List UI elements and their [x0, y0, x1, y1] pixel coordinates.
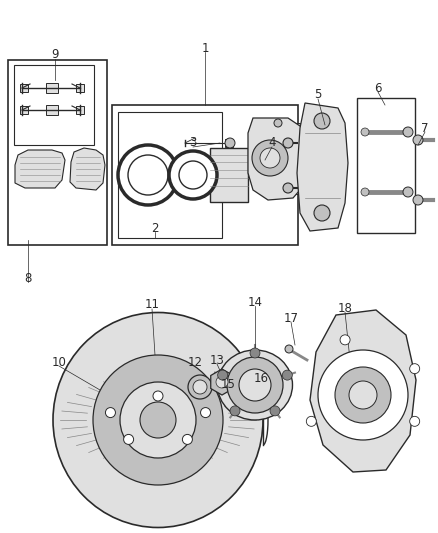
Circle shape [318, 350, 408, 440]
Circle shape [283, 138, 293, 148]
Circle shape [403, 187, 413, 197]
Circle shape [335, 367, 391, 423]
Text: 16: 16 [254, 372, 268, 384]
Text: 5: 5 [314, 88, 321, 101]
Circle shape [188, 375, 212, 399]
Text: 7: 7 [421, 122, 429, 134]
Polygon shape [297, 103, 348, 231]
Circle shape [410, 416, 420, 426]
Circle shape [128, 155, 168, 195]
Text: 6: 6 [374, 82, 382, 94]
Circle shape [403, 127, 413, 137]
Ellipse shape [53, 312, 263, 528]
Circle shape [274, 119, 282, 127]
Text: 18: 18 [338, 302, 353, 314]
Text: 3: 3 [189, 136, 197, 149]
Bar [46, 83, 58, 93]
Bar [20, 106, 28, 114]
Circle shape [227, 357, 283, 413]
Bar [76, 106, 84, 114]
Circle shape [361, 188, 369, 196]
Polygon shape [70, 148, 105, 190]
Circle shape [413, 135, 423, 145]
Circle shape [106, 408, 116, 417]
Bar [112, 105, 298, 245]
Circle shape [93, 355, 223, 485]
Text: 10: 10 [52, 356, 67, 368]
Circle shape [250, 348, 260, 358]
Circle shape [349, 381, 377, 409]
Text: 12: 12 [187, 357, 202, 369]
Ellipse shape [218, 350, 293, 420]
Text: 1: 1 [201, 42, 209, 54]
Circle shape [413, 195, 423, 205]
Circle shape [252, 140, 288, 176]
Circle shape [118, 145, 178, 205]
Circle shape [283, 183, 293, 193]
Text: 13: 13 [209, 353, 224, 367]
Polygon shape [310, 310, 416, 472]
Circle shape [169, 151, 217, 199]
Circle shape [193, 380, 207, 394]
Bar [357, 98, 415, 233]
Polygon shape [248, 118, 308, 200]
Circle shape [230, 406, 240, 416]
Circle shape [283, 370, 292, 380]
Text: 9: 9 [51, 49, 59, 61]
Bar [8, 60, 107, 245]
Circle shape [270, 406, 280, 416]
Text: 14: 14 [247, 295, 262, 309]
Circle shape [153, 391, 163, 401]
Circle shape [314, 205, 330, 221]
Circle shape [179, 161, 207, 189]
Circle shape [124, 434, 134, 445]
Bar [20, 84, 28, 92]
Text: 17: 17 [283, 311, 299, 325]
Polygon shape [15, 150, 65, 188]
Circle shape [225, 138, 235, 148]
Text: 11: 11 [145, 298, 159, 311]
Circle shape [120, 382, 196, 458]
Circle shape [306, 416, 316, 426]
Text: 2: 2 [151, 222, 159, 235]
Bar [225, 139, 233, 147]
Circle shape [218, 370, 228, 380]
Bar [290, 176, 302, 194]
Bar [76, 84, 84, 92]
Circle shape [140, 402, 176, 438]
Circle shape [285, 345, 293, 353]
Circle shape [410, 364, 420, 374]
Circle shape [314, 113, 330, 129]
Polygon shape [211, 369, 233, 395]
Text: 15: 15 [221, 378, 236, 392]
Bar [210, 148, 248, 202]
Circle shape [239, 369, 271, 401]
Bar [46, 105, 58, 115]
Circle shape [182, 434, 192, 445]
Circle shape [340, 335, 350, 345]
Circle shape [216, 376, 228, 388]
Text: 8: 8 [25, 271, 32, 285]
Text: 4: 4 [268, 136, 276, 149]
Circle shape [361, 128, 369, 136]
Circle shape [260, 148, 280, 168]
Circle shape [201, 408, 211, 417]
Bar [14, 65, 94, 145]
Bar [290, 123, 302, 139]
Bar [118, 112, 222, 238]
